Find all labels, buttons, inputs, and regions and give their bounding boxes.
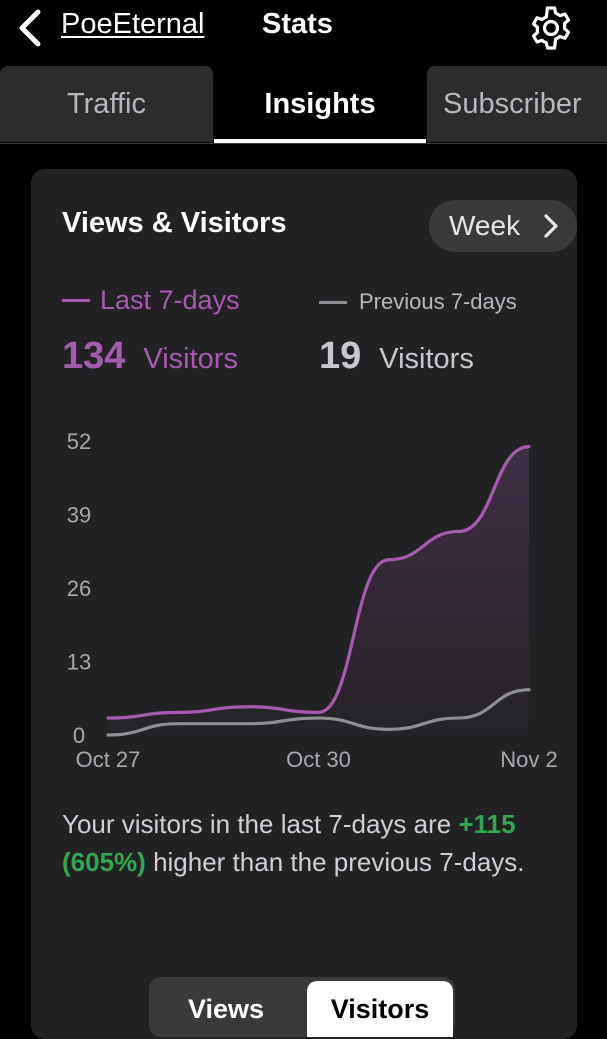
- tab-bar: Traffic Insights Subscriber: [0, 66, 607, 144]
- legend-current-swatch: [62, 299, 90, 302]
- previous-visitors-stat: 19 Visitors: [319, 335, 474, 378]
- period-selector-button[interactable]: Week: [429, 200, 577, 252]
- series-line-previous-7-days: [106, 688, 531, 737]
- page-title: Stats: [262, 8, 333, 40]
- chevron-right-icon: [544, 214, 558, 238]
- legend-previous: Previous 7-days: [319, 289, 517, 315]
- chart-area: [108, 446, 529, 735]
- back-chevron-icon[interactable]: [14, 8, 48, 48]
- tab-traffic[interactable]: Traffic: [0, 66, 213, 142]
- period-label: Week: [449, 210, 521, 241]
- legend-previous-swatch: [319, 300, 347, 304]
- legend-current-label: Last 7-days: [100, 285, 240, 315]
- comparison-summary: Your visitors in the last 7-days are +11…: [62, 805, 552, 881]
- y-tick-label: 0: [73, 723, 85, 748]
- gear-icon[interactable]: [527, 4, 575, 52]
- site-name-link[interactable]: PoeEternal: [61, 8, 205, 40]
- x-tick-label: Oct 30: [286, 747, 351, 772]
- views-visitors-card: Views & Visitors Week Last 7-days Previo…: [31, 169, 577, 1039]
- active-tab-indicator: [214, 139, 426, 143]
- x-tick-label: Nov 2: [500, 747, 557, 772]
- toggle-views[interactable]: Views: [187, 993, 265, 1024]
- summary-suffix: higher than the previous 7-days.: [153, 847, 525, 877]
- x-tick-label: Oct 27: [76, 747, 141, 772]
- top-bar: PoeEternal Stats: [0, 0, 607, 58]
- previous-visitors-value: 19: [319, 335, 362, 377]
- y-tick-label: 13: [67, 650, 91, 675]
- summary-delta: +115 (605%): [62, 809, 516, 877]
- legend-previous-label: Previous 7-days: [359, 289, 517, 314]
- tab-insights[interactable]: Insights: [264, 87, 376, 120]
- series-area-fill: [108, 446, 529, 735]
- previous-visitors-label: Visitors: [379, 343, 474, 375]
- current-visitors-stat: 134 Visitors: [62, 335, 238, 378]
- x-axis: Oct 27 Oct 30 Nov 2: [76, 747, 558, 772]
- y-tick-label: 52: [67, 429, 91, 454]
- visitors-line-chart: 0 13 26 39 52 Oct 27 Oct 30 Nov 2: [67, 429, 558, 772]
- series-layer: [106, 445, 531, 737]
- series-line-last-7-days: [106, 445, 531, 720]
- tab-subscribers[interactable]: Subscriber: [427, 66, 607, 142]
- y-tick-label: 39: [67, 503, 91, 528]
- y-axis: 0 13 26 39 52: [67, 429, 91, 748]
- y-tick-label: 26: [67, 576, 91, 601]
- metric-toggle: Views Visitors: [149, 977, 455, 1037]
- legend-current: Last 7-days: [62, 285, 240, 316]
- current-visitors-label: Visitors: [143, 343, 238, 375]
- current-visitors-value: 134: [62, 335, 126, 377]
- card-title: Views & Visitors: [62, 207, 287, 239]
- toggle-visitors[interactable]: Visitors: [307, 981, 453, 1037]
- summary-prefix: Your visitors in the last 7-days are: [62, 809, 452, 839]
